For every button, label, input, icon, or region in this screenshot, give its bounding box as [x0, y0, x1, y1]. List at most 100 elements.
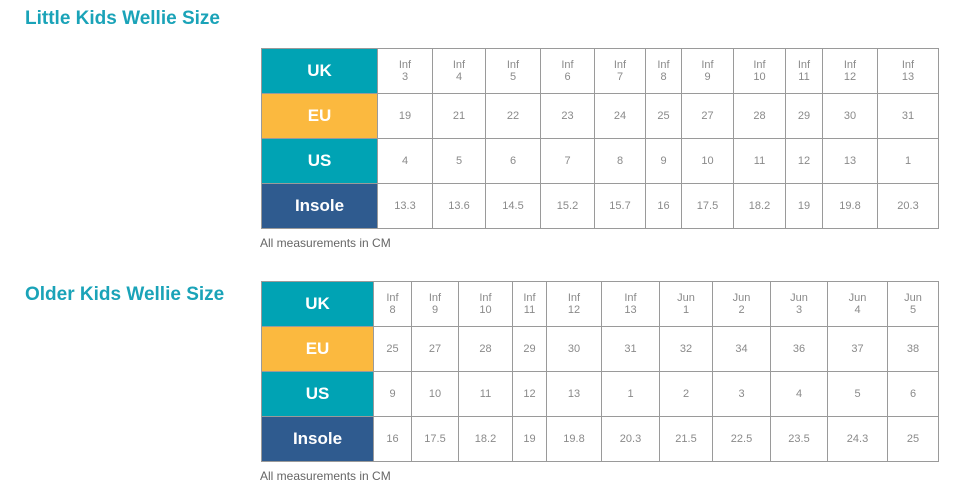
table-row-uk: UK Inf 8 Inf 9 Inf 10 Inf 11 Inf 12 Inf 13 Jun …	[261, 281, 939, 327]
size-cell: 14.5	[485, 183, 541, 229]
size-cell: 7	[540, 138, 595, 184]
size-cell: Inf 8	[645, 48, 682, 94]
size-cell: 23.5	[770, 416, 828, 462]
table-row-uk: UK Inf 3 Inf 4 Inf 5 Inf 6 Inf 7 Inf 8 Inf 9 Inf…	[261, 48, 939, 94]
row-header-insole: Insole	[261, 183, 378, 229]
size-cell: 16	[645, 183, 682, 229]
size-cell: 18.2	[458, 416, 513, 462]
size-cell: 22	[485, 93, 541, 139]
table-row-eu: EU 25 27 28 29 30 31 32 34 36 37 38	[261, 326, 939, 372]
size-cell: 36	[770, 326, 828, 372]
size-cell: 25	[645, 93, 682, 139]
size-cell: 15.7	[594, 183, 646, 229]
size-cell: 29	[512, 326, 547, 372]
size-cell: 19.8	[822, 183, 878, 229]
size-cell: 30	[546, 326, 602, 372]
size-cell: Inf 13	[877, 48, 939, 94]
size-cell: Inf 7	[594, 48, 646, 94]
older-kids-title: Older Kids Wellie Size	[25, 284, 225, 305]
size-cell: 13	[546, 371, 602, 417]
size-cell: 17.5	[411, 416, 459, 462]
size-cell: 13	[822, 138, 878, 184]
little-kids-size-table: UK Inf 3 Inf 4 Inf 5 Inf 6 Inf 7 Inf 8 Inf 9 Inf…	[261, 48, 939, 229]
size-cell: 24	[594, 93, 646, 139]
size-cell: 31	[601, 326, 660, 372]
size-cell: Inf 10	[458, 281, 513, 327]
size-cell: 28	[458, 326, 513, 372]
row-header-uk: UK	[261, 48, 378, 94]
size-cell: 9	[645, 138, 682, 184]
size-cell: 13.6	[432, 183, 486, 229]
size-cell: Jun 1	[659, 281, 713, 327]
measurement-note: All measurements in CM	[260, 236, 391, 250]
size-cell: Inf 12	[546, 281, 602, 327]
size-cell: 10	[681, 138, 734, 184]
size-cell: 25	[373, 326, 412, 372]
size-cell: 32	[659, 326, 713, 372]
size-cell: Jun 4	[827, 281, 888, 327]
size-cell: 10	[411, 371, 459, 417]
size-cell: 5	[827, 371, 888, 417]
size-cell: 27	[681, 93, 734, 139]
size-cell: Inf 10	[733, 48, 786, 94]
size-cell: 30	[822, 93, 878, 139]
size-cell: 2	[659, 371, 713, 417]
size-cell: 23	[540, 93, 595, 139]
size-cell: 17.5	[681, 183, 734, 229]
size-cell: 28	[733, 93, 786, 139]
row-header-insole: Insole	[261, 416, 374, 462]
size-cell: Inf 8	[373, 281, 412, 327]
size-cell: 24.3	[827, 416, 888, 462]
size-cell: 4	[770, 371, 828, 417]
size-cell: 31	[877, 93, 939, 139]
size-cell: Inf 6	[540, 48, 595, 94]
row-header-eu: EU	[261, 93, 378, 139]
size-cell: 6	[485, 138, 541, 184]
size-cell: Inf 3	[377, 48, 433, 94]
size-cell: 12	[512, 371, 547, 417]
size-cell: 29	[785, 93, 823, 139]
size-cell: 11	[733, 138, 786, 184]
size-cell: Inf 13	[601, 281, 660, 327]
size-cell: Inf 9	[411, 281, 459, 327]
size-cell: 6	[887, 371, 939, 417]
table-row-insole: Insole 13.3 13.6 14.5 15.2 15.7 16 17.5 18.2 19 19…	[261, 183, 939, 229]
size-cell: Inf 11	[785, 48, 823, 94]
size-cell: 5	[432, 138, 486, 184]
size-cell: 18.2	[733, 183, 786, 229]
size-cell: 4	[377, 138, 433, 184]
size-cell: 19.8	[546, 416, 602, 462]
row-header-eu: EU	[261, 326, 374, 372]
measurement-note: All measurements in CM	[260, 469, 391, 483]
size-cell: 13.3	[377, 183, 433, 229]
table-row-us: US 9 10 11 12 13 1 2 3 4 5 6	[261, 371, 939, 417]
row-header-us: US	[261, 138, 378, 184]
size-cell: 21.5	[659, 416, 713, 462]
size-cell: 9	[373, 371, 412, 417]
size-cell: Jun 3	[770, 281, 828, 327]
older-kids-size-table: UK Inf 8 Inf 9 Inf 10 Inf 11 Inf 12 Inf 13 Jun …	[261, 281, 939, 462]
size-cell: 8	[594, 138, 646, 184]
size-cell: Jun 2	[712, 281, 771, 327]
size-cell: 3	[712, 371, 771, 417]
size-cell: 37	[827, 326, 888, 372]
size-cell: Inf 12	[822, 48, 878, 94]
table-row-insole: Insole 16 17.5 18.2 19 19.8 20.3 21.5 22.5 23.5 24…	[261, 416, 939, 462]
size-cell: 25	[887, 416, 939, 462]
size-cell: 19	[785, 183, 823, 229]
size-cell: Inf 4	[432, 48, 486, 94]
size-cell: 12	[785, 138, 823, 184]
size-cell: 20.3	[601, 416, 660, 462]
size-cell: 1	[877, 138, 939, 184]
row-header-uk: UK	[261, 281, 374, 327]
size-cell: 16	[373, 416, 412, 462]
size-cell: Inf 9	[681, 48, 734, 94]
size-cell: 22.5	[712, 416, 771, 462]
table-row-us: US 4 5 6 7 8 9 10 11 12 13 1	[261, 138, 939, 184]
size-cell: 21	[432, 93, 486, 139]
size-cell: 19	[512, 416, 547, 462]
size-cell: 19	[377, 93, 433, 139]
size-cell: 1	[601, 371, 660, 417]
size-cell: Jun 5	[887, 281, 939, 327]
size-cell: 38	[887, 326, 939, 372]
